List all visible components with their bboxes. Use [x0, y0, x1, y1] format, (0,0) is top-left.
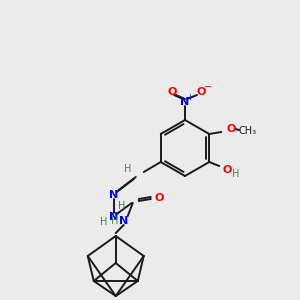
Text: H: H	[111, 216, 118, 226]
Text: N: N	[119, 216, 128, 226]
Text: +: +	[187, 92, 194, 101]
Text: O: O	[154, 193, 164, 203]
Text: H: H	[124, 164, 131, 174]
Text: N: N	[109, 190, 119, 200]
Text: −: −	[204, 82, 212, 92]
Text: H: H	[118, 201, 125, 211]
Text: N: N	[180, 97, 190, 107]
Text: H: H	[100, 217, 107, 227]
Text: H: H	[232, 169, 239, 179]
Text: CH₃: CH₃	[238, 126, 256, 136]
Text: O: O	[167, 87, 177, 97]
Text: O: O	[196, 87, 206, 97]
Text: N: N	[109, 212, 119, 222]
Text: O: O	[226, 124, 236, 134]
Text: O: O	[223, 165, 232, 175]
